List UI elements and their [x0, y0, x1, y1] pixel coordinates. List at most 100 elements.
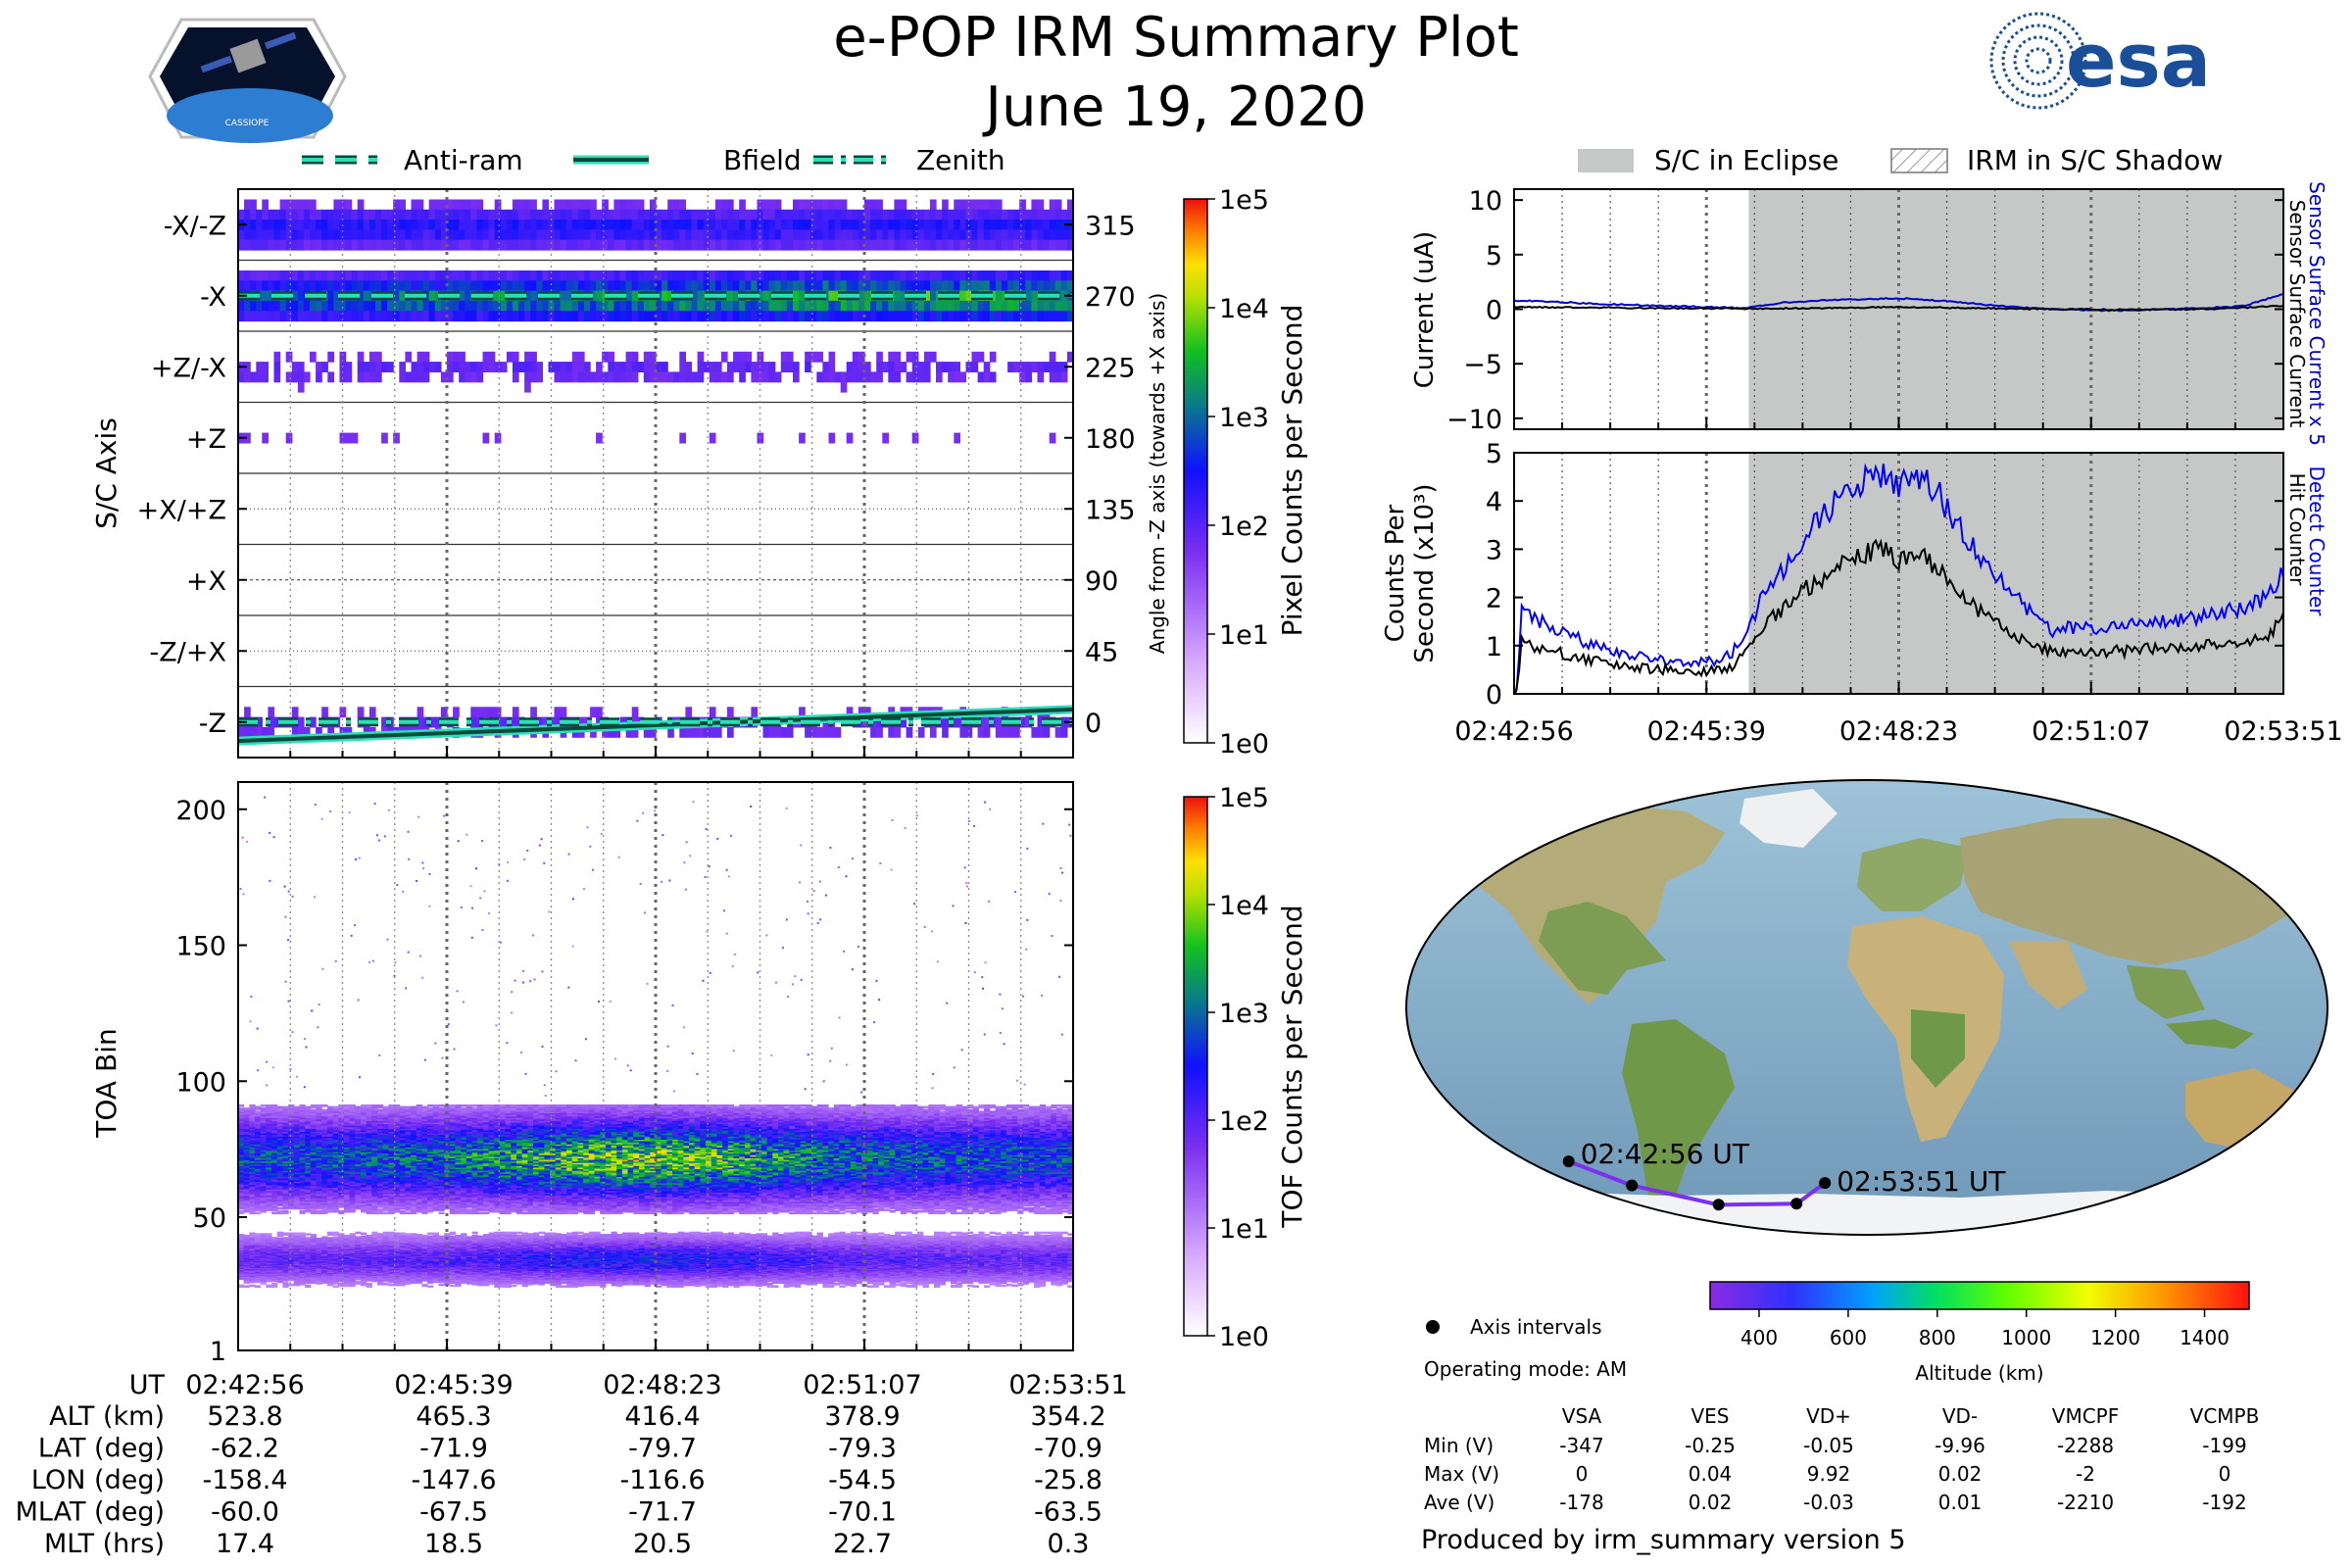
sc-axis-heat-cell: [524, 229, 531, 241]
toa-heat-cell: [421, 1129, 428, 1132]
toa-heat-cell: [338, 1153, 345, 1157]
sc-axis-heat-cell: [780, 229, 788, 241]
toa-heat-cell: [338, 1179, 345, 1182]
toa-heat-cell: [288, 1112, 295, 1115]
toa-heat-cell: [238, 1140, 245, 1144]
toa-heat-cell: [266, 1169, 272, 1173]
toa-heat-cell: [399, 1113, 406, 1117]
sc-axis-heat-cell: [459, 300, 466, 312]
sc-axis-heat-cell: [822, 220, 830, 230]
toa-heat-cell: [382, 1161, 389, 1165]
toa-heat-cell: [449, 1182, 456, 1185]
toa-heat-cell: [271, 1105, 278, 1109]
sc-axis-heat-cell: [613, 220, 621, 230]
sc-axis-heat-cell: [310, 229, 317, 241]
sc-axis-heat-cell: [876, 311, 883, 322]
toa-heat-cell: [394, 1132, 401, 1136]
sc-axis-heat-cell: [1066, 229, 1073, 241]
sc-axis-heat-cell: [310, 716, 317, 728]
toa-heat-cell: [293, 1168, 300, 1171]
sc-axis-heat-cell: [608, 270, 614, 281]
sc-axis-heat-cell: [357, 199, 365, 211]
sc-axis-heat-cell: [387, 280, 394, 292]
toa-heat-cell: [316, 1172, 322, 1176]
toa-heat-cell: [432, 1193, 439, 1196]
sc-axis-heat-cell: [1019, 311, 1026, 322]
toa-heat-cell: [477, 1115, 484, 1118]
toa-heat-cell: [388, 1115, 395, 1118]
sc-axis-heat-cell: [917, 311, 925, 322]
toa-heat-cell: [299, 1199, 306, 1202]
toa-heat-cell: [288, 1157, 295, 1160]
toa-heat-cell: [421, 1108, 428, 1112]
toa-heat-cell: [377, 1187, 384, 1190]
toa-heat-cell: [405, 1119, 412, 1123]
toa-heat-cell: [305, 1198, 312, 1200]
sc-axis-heat-cell: [685, 239, 693, 251]
toa-heat-cell: [432, 1146, 439, 1150]
sc-axis-heat-cell: [1013, 270, 1020, 281]
sc-axis-heat-cell: [459, 280, 466, 292]
sc-axis-heat-cell: [613, 270, 621, 281]
toa-heat-cell: [432, 1196, 439, 1200]
toa-heat-cell: [388, 1191, 395, 1195]
toa-heat-cell: [405, 1131, 412, 1134]
sc-axis-heat-cell: [959, 270, 967, 281]
sc-axis-heat-cell: [327, 371, 334, 383]
toa-heat-cell: [249, 1198, 256, 1200]
sc-axis-heat-cell: [560, 239, 567, 251]
sc-axis-heat-cell: [428, 220, 436, 230]
toa-heat-cell: [288, 1174, 295, 1177]
sc-axis-heat-cell: [983, 311, 991, 322]
toa-heat-cell: [405, 1180, 412, 1184]
angle-tick-label: 135: [1085, 495, 1136, 525]
toa-heat-cell: [310, 1179, 317, 1182]
toa-heat-cell: [276, 1121, 283, 1125]
toa-heat-cell: [271, 1129, 278, 1132]
toa-heat-cell: [338, 1143, 345, 1147]
toa-heat-cell: [326, 1112, 334, 1115]
sc-axis-heat-cell: [321, 280, 328, 292]
toa-heat-cell: [276, 1129, 283, 1132]
toa-heat-cell: [455, 1158, 462, 1162]
sc-axis-heat-cell: [662, 311, 668, 322]
sc-axis-heat-cell: [238, 280, 245, 292]
toa-heat-cell: [249, 1118, 256, 1121]
toa-heat-cell: [377, 1161, 384, 1165]
toa-heat-cell: [361, 1203, 368, 1207]
toa-heat-cell: [282, 1150, 289, 1152]
toa-heat-cell: [421, 1191, 428, 1195]
toa-heat-cell: [411, 1198, 417, 1200]
sc-axis-heat-cell: [297, 270, 305, 281]
sc-axis-heat-cell: [238, 209, 245, 220]
toa-heat-cell: [411, 1171, 417, 1174]
sc-axis-heat-cell: [852, 311, 859, 322]
sc-axis-heat-cell: [631, 209, 639, 220]
toa-heat-cell: [276, 1152, 283, 1155]
toa-heat-cell: [411, 1179, 417, 1182]
toa-heat-cell: [343, 1176, 351, 1179]
toa-heat-cell: [361, 1115, 368, 1118]
sc-axis-heat-cell: [459, 351, 466, 363]
toa-heat-cell: [421, 1208, 428, 1211]
sc-axis-heat-cell: [1031, 220, 1039, 230]
toa-heat-cell: [349, 1137, 356, 1140]
toa-heat-cell: [343, 1105, 351, 1109]
toa-heat-cell: [371, 1119, 378, 1123]
toa-heat-cell: [332, 1145, 339, 1148]
sc-axis-heat-cell: [422, 280, 430, 292]
sc-axis-heat-cell: [959, 726, 967, 738]
toa-heat-cell: [260, 1202, 267, 1205]
sc-axis-heat-cell: [518, 209, 525, 220]
toa-heat-cell: [382, 1151, 389, 1154]
toa-heat-cell: [343, 1193, 351, 1196]
toa-heat-cell: [355, 1135, 362, 1139]
sc-axis-heat-cell: [786, 239, 794, 251]
toa-heat-cell: [449, 1129, 456, 1132]
toa-heat-cell: [293, 1105, 300, 1109]
toa-heat-cell: [355, 1131, 362, 1134]
sc-axis-heat-cell: [303, 220, 311, 230]
sc-axis-heat-cell: [381, 280, 388, 292]
sc-axis-heat-cell: [709, 707, 716, 718]
